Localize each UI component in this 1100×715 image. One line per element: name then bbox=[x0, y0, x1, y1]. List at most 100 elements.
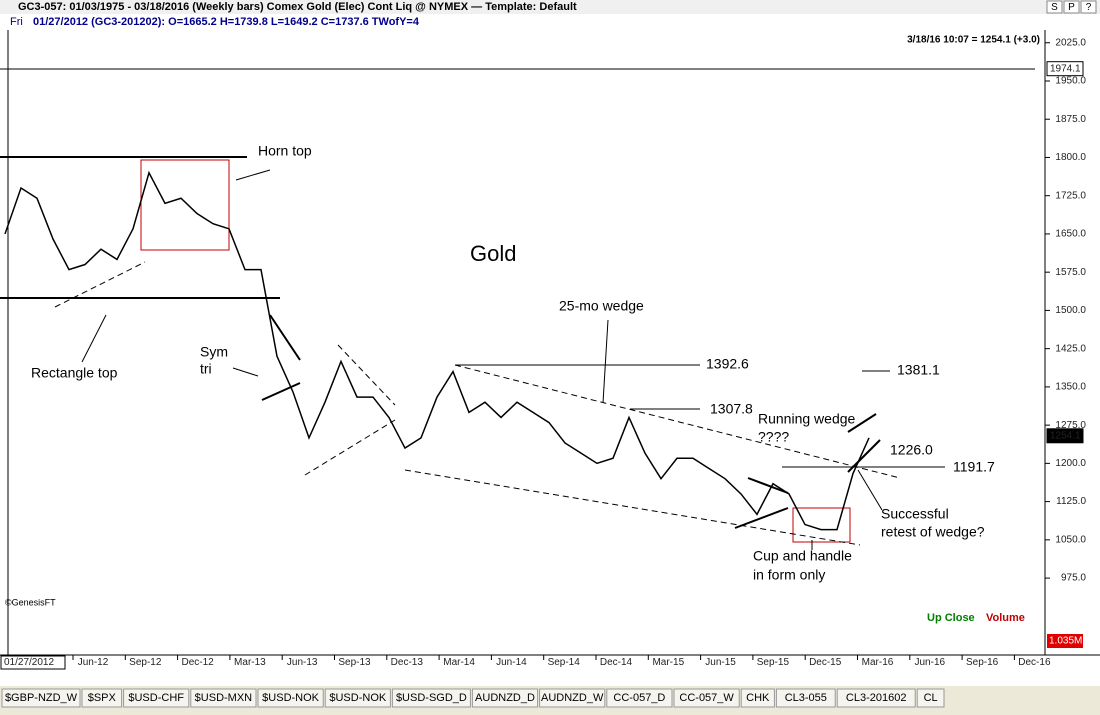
window-button-label[interactable]: ? bbox=[1086, 2, 1092, 13]
window-button-label[interactable]: S bbox=[1051, 2, 1058, 13]
wedge-line bbox=[847, 413, 877, 433]
tab-label[interactable]: CHK bbox=[746, 692, 770, 704]
start-date: 01/27/2012 bbox=[4, 657, 54, 668]
tab-label[interactable]: $USD-NOK bbox=[329, 692, 387, 704]
tab-label[interactable]: $USD-MXN bbox=[195, 692, 253, 704]
y-tick-label: 1650.0 bbox=[1055, 229, 1086, 240]
annotation: Successful bbox=[881, 506, 949, 522]
arrow bbox=[235, 169, 271, 181]
tab[interactable] bbox=[836, 688, 916, 708]
wedge-line bbox=[734, 507, 789, 529]
annotation: Cup and handle bbox=[753, 548, 852, 564]
x-tick-label: Dec-14 bbox=[600, 657, 633, 668]
tab[interactable] bbox=[740, 688, 775, 708]
annotation: ???? bbox=[758, 429, 789, 445]
sym-line bbox=[261, 382, 301, 401]
y-tick-label: 1800.0 bbox=[1055, 152, 1086, 163]
wedge-line bbox=[747, 477, 789, 494]
x-tick-label: Jun-15 bbox=[705, 657, 736, 668]
x-tick-label: Sep-14 bbox=[548, 657, 581, 668]
wedge-line bbox=[454, 364, 901, 479]
y-tick-label: 1500.0 bbox=[1055, 305, 1086, 316]
y-tick-label: 2025.0 bbox=[1055, 37, 1086, 48]
price-line bbox=[4, 170, 870, 531]
tab[interactable] bbox=[190, 688, 257, 708]
x-tick-label: Sep-15 bbox=[757, 657, 790, 668]
y-tick-label: 1725.0 bbox=[1055, 190, 1086, 201]
y-tick-label: 1350.0 bbox=[1055, 382, 1086, 393]
chart-title: Gold bbox=[470, 241, 516, 266]
tab-label[interactable]: CC-057_W bbox=[679, 692, 734, 704]
arrow bbox=[232, 367, 259, 377]
sym-line bbox=[269, 314, 301, 361]
y-tick-label: 1875.0 bbox=[1055, 114, 1086, 125]
arrow bbox=[81, 314, 107, 363]
tab[interactable] bbox=[1, 688, 81, 708]
tab-label[interactable]: CL3-055 bbox=[785, 692, 827, 704]
x-tick-label: Mar-13 bbox=[234, 657, 266, 668]
x-tick-label: Jun-12 bbox=[78, 657, 109, 668]
tab-label[interactable]: $USD-NOK bbox=[262, 692, 320, 704]
x-tick-label: Mar-14 bbox=[443, 657, 475, 668]
tab[interactable] bbox=[81, 688, 123, 708]
x-tick-label: Mar-15 bbox=[652, 657, 684, 668]
annotations: Horn top Rectangle top Sym tri 25-mo wed… bbox=[31, 143, 995, 583]
tabs: $GBP-NZD_W $SPX $USD-CHF $USD-MXN $USD-NOK $U… bbox=[1, 688, 945, 708]
annotation: 1392.6 bbox=[706, 356, 749, 372]
x-tick-label: Dec-13 bbox=[391, 657, 424, 668]
price-marker bbox=[1046, 428, 1084, 444]
tab[interactable] bbox=[775, 688, 836, 708]
rect-line bbox=[54, 261, 146, 308]
annotation: Running wedge bbox=[758, 411, 856, 427]
tab[interactable] bbox=[257, 688, 324, 708]
title-bar bbox=[0, 0, 1100, 14]
tri-line bbox=[337, 344, 396, 406]
tab-label[interactable]: $GBP-NZD_W bbox=[5, 692, 78, 704]
tab-label[interactable]: $USD-SGD_D bbox=[396, 692, 467, 704]
tab-label[interactable]: AUDNZD_W bbox=[541, 692, 604, 704]
tab[interactable] bbox=[916, 688, 945, 708]
y-tick-label: 1425.0 bbox=[1055, 343, 1086, 354]
annotation: 25-mo wedge bbox=[559, 298, 644, 314]
tab-label[interactable]: CL bbox=[924, 692, 938, 704]
window-button[interactable] bbox=[1063, 0, 1080, 14]
arrow bbox=[857, 469, 883, 511]
tab[interactable] bbox=[673, 688, 740, 708]
window-button-label[interactable]: P bbox=[1068, 2, 1075, 13]
tab-label[interactable]: $SPX bbox=[88, 692, 117, 704]
tab[interactable] bbox=[391, 688, 471, 708]
x-tick-label: Jun-14 bbox=[496, 657, 527, 668]
wedge-line bbox=[404, 469, 861, 546]
x-tick-label: Dec-12 bbox=[181, 657, 214, 668]
x-tick-label: Dec-16 bbox=[1018, 657, 1051, 668]
price-marker-label: 1974.1 bbox=[1050, 63, 1081, 74]
annotation: 1381.1 bbox=[897, 362, 940, 378]
x-tick-label: Sep-13 bbox=[338, 657, 371, 668]
tab[interactable] bbox=[324, 688, 391, 708]
tab-label[interactable]: CL3-201602 bbox=[846, 692, 907, 704]
x-tick-label: Sep-12 bbox=[129, 657, 162, 668]
tab[interactable] bbox=[471, 688, 539, 708]
date-box bbox=[0, 655, 66, 670]
window-button[interactable] bbox=[1046, 0, 1063, 14]
window-button[interactable] bbox=[1080, 0, 1097, 14]
volume-scale: 1.035M bbox=[1049, 636, 1082, 647]
arrow bbox=[602, 319, 609, 404]
tab[interactable] bbox=[539, 688, 606, 708]
credit: ©GenesisFT bbox=[5, 597, 56, 607]
cup-box bbox=[792, 507, 851, 543]
y-tick-label: 1275.0 bbox=[1055, 420, 1086, 431]
drawings bbox=[0, 68, 1035, 550]
tab[interactable] bbox=[123, 688, 190, 708]
tab-label[interactable]: CC-057_D bbox=[613, 692, 665, 704]
legend-volume: Volume bbox=[986, 612, 1025, 624]
annotation: 1226.0 bbox=[890, 442, 933, 458]
tab-label[interactable]: AUDNZD_D bbox=[475, 692, 535, 704]
last-quote: 3/18/16 10:07 = 1254.1 (+3.0) bbox=[907, 35, 1040, 46]
x-tick-label: Sep-16 bbox=[966, 657, 999, 668]
annotation: tri bbox=[200, 361, 212, 377]
tab[interactable] bbox=[606, 688, 673, 708]
tab-label[interactable]: $USD-CHF bbox=[128, 692, 184, 704]
